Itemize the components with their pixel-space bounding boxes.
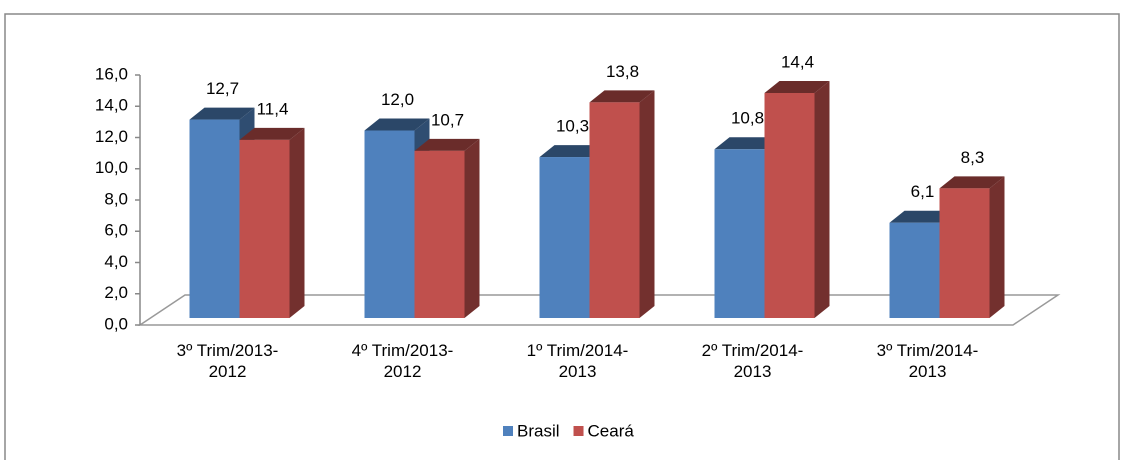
y-tick-label: 12,0 (95, 127, 128, 146)
y-tick-label: 2,0 (104, 283, 128, 302)
value-label: 14,4 (781, 52, 814, 71)
y-tick-label: 8,0 (104, 189, 128, 208)
bar-front (589, 102, 640, 318)
bar-top (364, 118, 430, 131)
bar-top (714, 137, 780, 150)
value-label: 11,4 (257, 99, 289, 118)
bar-front (714, 149, 765, 318)
legend-swatch (573, 426, 584, 436)
y-tick-label: 14,0 (95, 96, 128, 115)
y-tick-label: 16,0 (95, 64, 128, 83)
y-tick-label: 0,0 (104, 314, 128, 333)
bar-front (239, 139, 290, 318)
bar-side (639, 90, 655, 318)
bar (239, 127, 305, 318)
value-label: 13,8 (606, 62, 639, 81)
legend-label: Ceará (588, 421, 635, 440)
bar-top (189, 107, 255, 120)
bar-top (239, 127, 305, 140)
value-label: 12,0 (381, 90, 414, 109)
bar-front (364, 130, 415, 318)
legend-swatch (503, 426, 513, 436)
bar-side (989, 176, 1005, 318)
value-label: 8,3 (961, 148, 985, 167)
bar-top (539, 145, 605, 158)
value-label: 10,3 (556, 117, 589, 136)
bar-front (414, 150, 465, 318)
bar-top (889, 210, 955, 223)
x-tick-label: 4º Trim/2013-2012 (352, 341, 454, 381)
bar-top (414, 138, 480, 151)
bar (589, 90, 655, 318)
bar-side (289, 127, 305, 318)
x-tick-label: 1º Trim/2014-2013 (527, 341, 629, 381)
bar-front (189, 119, 240, 318)
value-label: 10,8 (731, 109, 764, 128)
legend-label: Brasil (517, 421, 560, 440)
value-label: 12,7 (206, 79, 239, 98)
bar-top (589, 90, 655, 103)
value-label: 6,1 (911, 182, 935, 201)
bar-top (939, 176, 1005, 189)
y-tick-label: 6,0 (104, 221, 128, 240)
bar (414, 138, 480, 318)
bar-front (764, 93, 815, 318)
bar-top (764, 81, 830, 93)
bar (939, 176, 1005, 318)
x-tick-label: 3º Trim/2014-2013 (877, 341, 979, 381)
y-tick-label: 4,0 (104, 252, 128, 271)
x-tick-label: 3º Trim/2013-2012 (177, 341, 279, 381)
x-tick-label: 2º Trim/2014-2013 (702, 341, 804, 381)
bar (764, 81, 830, 318)
bar-front (889, 222, 940, 318)
bar-side (464, 138, 480, 318)
y-tick-label: 10,0 (95, 158, 128, 177)
bar-side (814, 81, 830, 318)
value-label: 10,7 (431, 110, 464, 129)
bar-front (939, 188, 990, 318)
bar-front (539, 157, 590, 318)
